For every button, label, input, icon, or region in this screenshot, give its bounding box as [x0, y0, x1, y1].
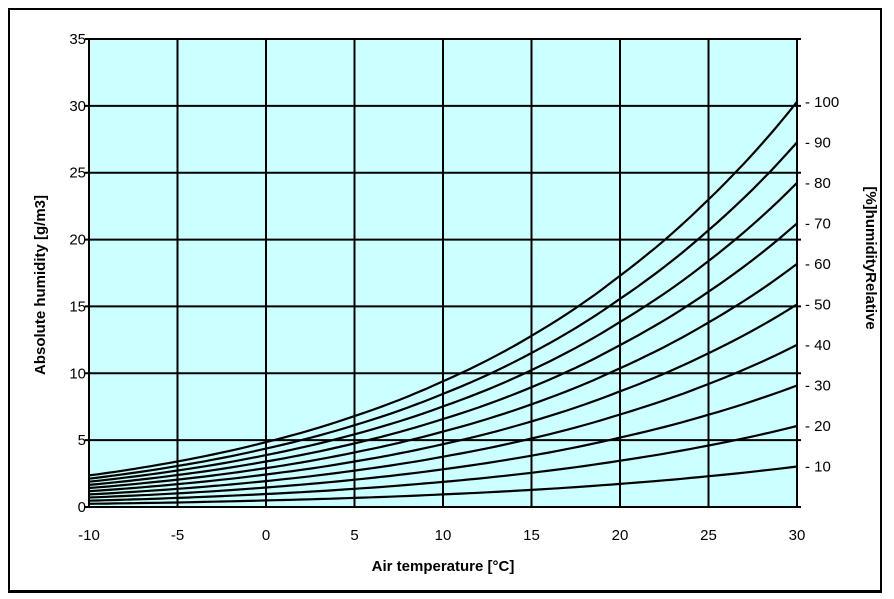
rh-curve-40: [88, 343, 798, 496]
x-tick-label: 30: [789, 527, 806, 544]
y-tick-label: 20: [69, 232, 86, 249]
x-axis-ticks: -10 -5 0 5 10 15 20 25 30: [78, 527, 805, 544]
rh-curve-80: [88, 182, 798, 483]
y-tick-label: 0: [78, 499, 86, 516]
rh-curve-20: [88, 424, 798, 502]
y-tick-label: 10: [69, 365, 86, 382]
x-tick-label: 15: [523, 527, 540, 544]
x-tick-label: -10: [78, 527, 100, 544]
y-tick-label: 15: [69, 298, 86, 315]
y-tick-label: 30: [69, 98, 86, 115]
rh-tick-label: - 50: [805, 296, 831, 313]
rh-curve-10: [88, 465, 798, 505]
y-axis-ticks: 0 5 10 15 20 25 30 35: [69, 31, 86, 516]
x-tick-label: 10: [435, 527, 452, 544]
rh-curve-90: [88, 141, 798, 480]
rh-tick-label: - 60: [805, 256, 831, 273]
x-tick-label: -5: [171, 527, 184, 544]
x-tick-label: 5: [350, 527, 358, 544]
rh-axis-ticks: - 10 - 20 - 30 - 40 - 50 - 60 - 70 - 80 - 90 - 10…: [805, 94, 839, 476]
x-tick-label: 20: [612, 527, 629, 544]
y-tick-label: 5: [78, 432, 86, 449]
grid: [85, 38, 801, 508]
x-tick-label: 0: [262, 527, 270, 544]
rh-tick-label: - 100: [805, 94, 839, 111]
rh-curve-60: [88, 263, 798, 490]
y-tick-label: 35: [69, 31, 86, 48]
x-tick-label: 25: [700, 527, 717, 544]
rh-tick-label: - 20: [805, 418, 831, 435]
y-tick-label: 25: [69, 165, 86, 182]
rh-tick-label: - 70: [805, 215, 831, 232]
y-axis-label: Absolute humidity [g/m3]: [32, 195, 49, 375]
rh-curves: [88, 101, 798, 505]
rh-tick-label: - 40: [805, 337, 831, 354]
rh-curve-50: [88, 303, 798, 493]
rh-axis-label: [%]humidityRelative: [862, 186, 879, 329]
plot-border: [88, 38, 798, 508]
rh-curve-30: [88, 384, 798, 499]
x-axis-label: Air temperature [°C]: [372, 558, 515, 575]
rh-tick-label: - 10: [805, 458, 831, 475]
rh-tick-label: - 30: [805, 377, 831, 394]
rh-tick-label: - 90: [805, 134, 831, 151]
rh-curve-100: [88, 101, 798, 477]
rh-curve-70: [88, 222, 798, 486]
rh-tick-label: - 80: [805, 175, 831, 192]
